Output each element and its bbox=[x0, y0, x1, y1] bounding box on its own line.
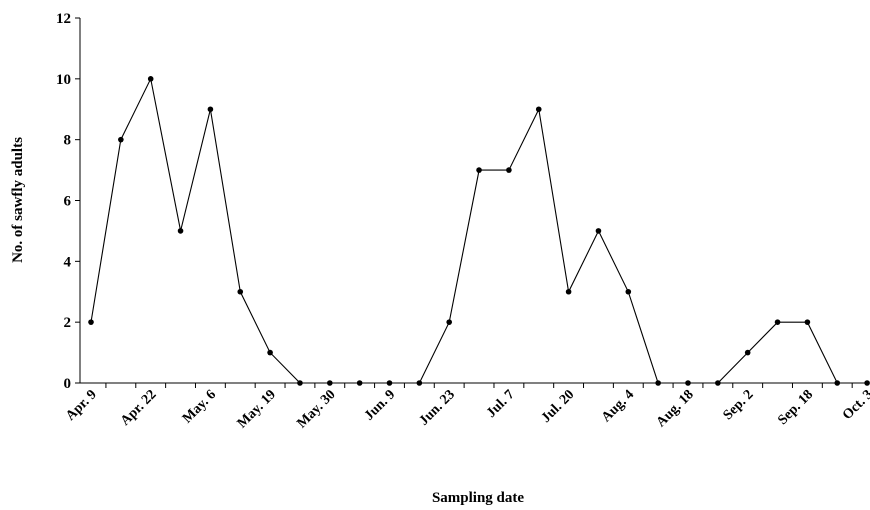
data-point bbox=[834, 380, 841, 386]
x-tick-label: May. 6 bbox=[180, 387, 219, 426]
x-axis: Apr. 9 Apr. 22 May. 6 May. 19 May. 30 Jun. 9 J… bbox=[63, 382, 870, 431]
data-point bbox=[446, 319, 453, 325]
y-ticks: 0 2 4 6 8 10 12 bbox=[56, 11, 80, 392]
x-tick-label: Jul. 7 bbox=[484, 387, 518, 421]
x-tick-label: Aug. 4 bbox=[599, 387, 637, 425]
data-point bbox=[864, 380, 870, 386]
y-tick-label: 12 bbox=[56, 11, 71, 27]
data-point bbox=[506, 167, 512, 173]
y-tick-label: 4 bbox=[64, 254, 72, 270]
series-line bbox=[90, 77, 868, 384]
x-tick-label: May. 30 bbox=[294, 387, 338, 431]
x-tick-label: Jul. 20 bbox=[539, 387, 578, 426]
data-point bbox=[297, 380, 303, 386]
data-point bbox=[744, 349, 751, 356]
x-tick-label: Sep. 18 bbox=[775, 387, 816, 428]
data-point bbox=[715, 380, 721, 386]
x-tick-label: Apr. 9 bbox=[63, 387, 100, 424]
data-point bbox=[267, 349, 273, 356]
y-tick-label: 8 bbox=[64, 133, 72, 149]
x-tick-label: Sep. 2 bbox=[721, 387, 757, 423]
data-point bbox=[237, 288, 244, 295]
data-point bbox=[356, 380, 363, 386]
x-tick-label: May. 19 bbox=[235, 387, 279, 431]
data-point bbox=[88, 319, 94, 325]
y-tick-label: 0 bbox=[64, 376, 72, 392]
y-tick-label: 2 bbox=[64, 315, 72, 331]
data-point bbox=[476, 167, 482, 173]
x-tick-label: Aug. 18 bbox=[654, 387, 697, 430]
x-tick-label: Oct. 3 bbox=[840, 387, 870, 423]
data-point bbox=[386, 380, 393, 386]
x-tick-label: Jun. 9 bbox=[362, 387, 398, 423]
y-tick-label: 6 bbox=[64, 194, 72, 210]
x-ticks: Apr. 9 Apr. 22 May. 6 May. 19 May. 30 Jun. 9 J… bbox=[63, 383, 870, 431]
data-point bbox=[685, 380, 691, 386]
series-group bbox=[88, 76, 870, 386]
data-point bbox=[655, 380, 661, 386]
y-tick-label: 10 bbox=[56, 72, 71, 88]
data-point bbox=[565, 288, 572, 295]
data-point bbox=[177, 228, 184, 234]
data-point bbox=[625, 288, 632, 295]
x-axis-title: Sampling date bbox=[432, 490, 524, 506]
x-tick-label: Apr. 22 bbox=[118, 387, 160, 429]
data-point bbox=[535, 106, 542, 113]
data-point bbox=[147, 76, 154, 82]
y-axis-title: No. of sawfly adults bbox=[10, 137, 26, 263]
data-point bbox=[774, 319, 781, 325]
data-point bbox=[416, 380, 423, 386]
data-point bbox=[595, 228, 602, 234]
y-axis: 0 2 4 6 8 10 12 bbox=[56, 11, 81, 392]
x-tick-label: Jun. 23 bbox=[417, 387, 458, 428]
data-point bbox=[327, 380, 333, 386]
data-point bbox=[118, 136, 124, 143]
data-point bbox=[804, 319, 811, 325]
data-point bbox=[207, 106, 214, 113]
